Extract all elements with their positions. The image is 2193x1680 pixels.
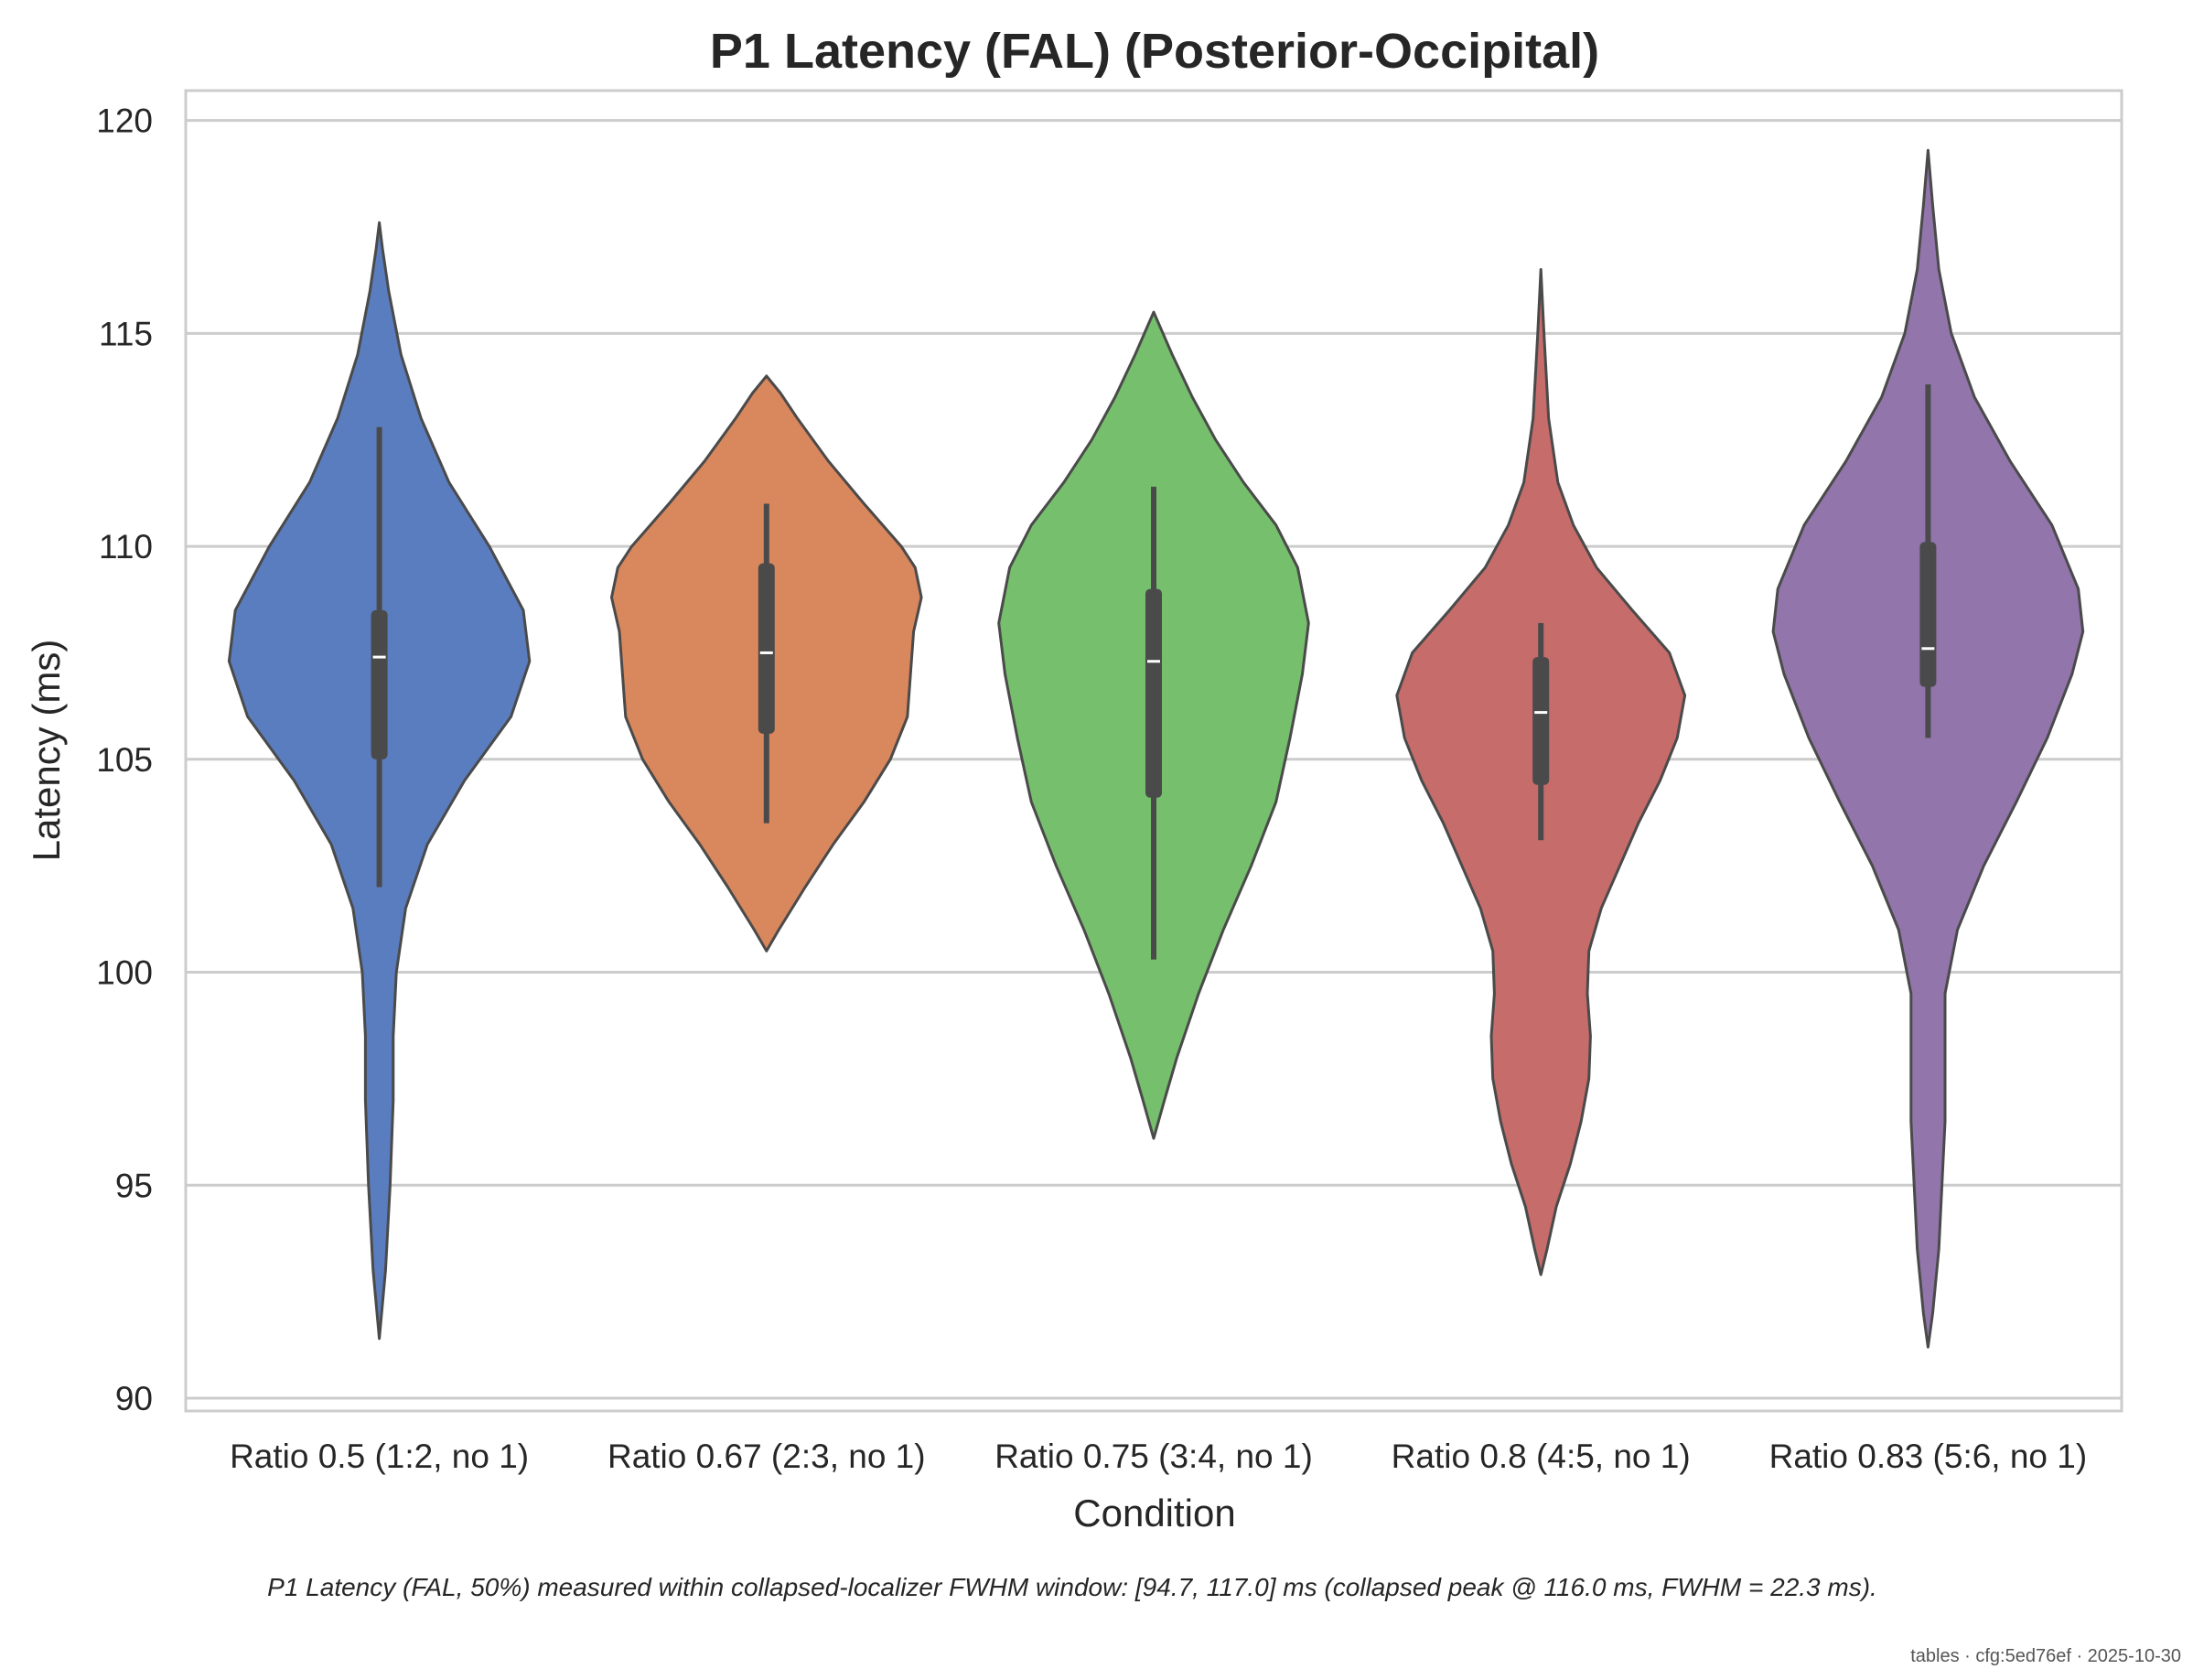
x-axis-label: Condition bbox=[1073, 1492, 1235, 1535]
violins bbox=[227, 148, 2085, 1349]
violin-body bbox=[1771, 148, 2085, 1349]
x-tick-label: Ratio 0.8 (4:5, no 1) bbox=[1392, 1438, 1691, 1475]
x-axis-ticks: Ratio 0.5 (1:2, no 1) Ratio 0.67 (2:3, no… bbox=[230, 1438, 2087, 1475]
y-tick-label: 105 bbox=[96, 741, 153, 779]
y-axis-ticks: 90 95 100 105 110 115 120 bbox=[96, 102, 153, 1417]
violin-3 bbox=[997, 310, 1310, 1140]
violin-4 bbox=[1395, 268, 1687, 1276]
violin-2 bbox=[610, 374, 923, 953]
iqr-box bbox=[371, 609, 388, 759]
y-tick-label: 110 bbox=[99, 528, 153, 565]
x-tick-label: Ratio 0.83 (5:6, no 1) bbox=[1769, 1438, 2088, 1475]
y-tick-label: 115 bbox=[99, 315, 153, 352]
x-tick-label: Ratio 0.75 (3:4, no 1) bbox=[994, 1438, 1313, 1475]
iqr-box bbox=[1145, 588, 1162, 798]
y-tick-label: 120 bbox=[96, 102, 153, 140]
iqr-box bbox=[1919, 542, 1937, 687]
y-tick-label: 95 bbox=[115, 1167, 153, 1204]
x-tick-label: Ratio 0.67 (2:3, no 1) bbox=[607, 1438, 926, 1475]
y-axis-label: Latency (ms) bbox=[25, 640, 68, 862]
chart-title: P1 Latency (FAL) (Posterior-Occipital) bbox=[710, 24, 1599, 79]
plot-frame bbox=[184, 89, 2123, 1413]
y-tick-label: 90 bbox=[115, 1380, 153, 1417]
footer-meta: tables · cfg:5ed76ef · 2025-10-30 bbox=[1910, 1646, 2181, 1666]
x-tick-label: Ratio 0.5 (1:2, no 1) bbox=[230, 1438, 529, 1475]
y-tick-label: 100 bbox=[96, 954, 153, 992]
iqr-box bbox=[1532, 657, 1550, 785]
violin-5 bbox=[1771, 148, 2085, 1349]
violin-1 bbox=[227, 221, 532, 1341]
caption: P1 Latency (FAL, 50%) measured within co… bbox=[267, 1573, 1877, 1601]
iqr-box bbox=[758, 563, 775, 734]
